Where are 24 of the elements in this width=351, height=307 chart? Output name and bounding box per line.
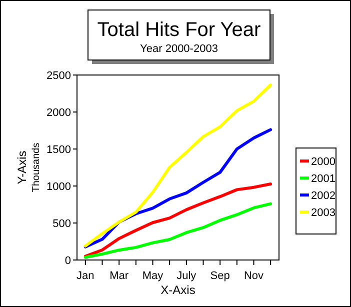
x-tick-label: Mar — [110, 270, 129, 282]
y-tick-label: 0 — [64, 255, 71, 267]
legend-label: 2002 — [311, 190, 336, 202]
x-tick-label: Nov — [244, 270, 264, 282]
legend-label: 2003 — [311, 207, 336, 219]
y-tick-label: 2500 — [46, 70, 71, 82]
y-axis-title: Y-Axis — [15, 150, 29, 184]
legend-label: 2001 — [311, 173, 336, 185]
line-series — [84, 83, 272, 248]
x-axis-title: X-Axis — [160, 283, 196, 297]
y-tick-label: 1500 — [46, 144, 71, 156]
y-tick-label: 2000 — [46, 107, 71, 119]
line-series — [84, 202, 272, 259]
chart-title: Total Hits For Year — [97, 19, 262, 41]
x-tick-label: July — [176, 270, 197, 282]
x-tick-label: May — [142, 270, 164, 282]
legend-label: 2000 — [311, 156, 336, 168]
y-tick-label: 500 — [52, 218, 71, 230]
x-tick-label: Jan — [76, 270, 94, 282]
text: Thousands — [31, 142, 42, 192]
line-series — [84, 182, 272, 258]
chart-subtitle: Year 2000-2003 — [140, 43, 218, 55]
y-tick-label: 1000 — [46, 181, 71, 193]
x-tick-label: Sep — [210, 270, 230, 282]
